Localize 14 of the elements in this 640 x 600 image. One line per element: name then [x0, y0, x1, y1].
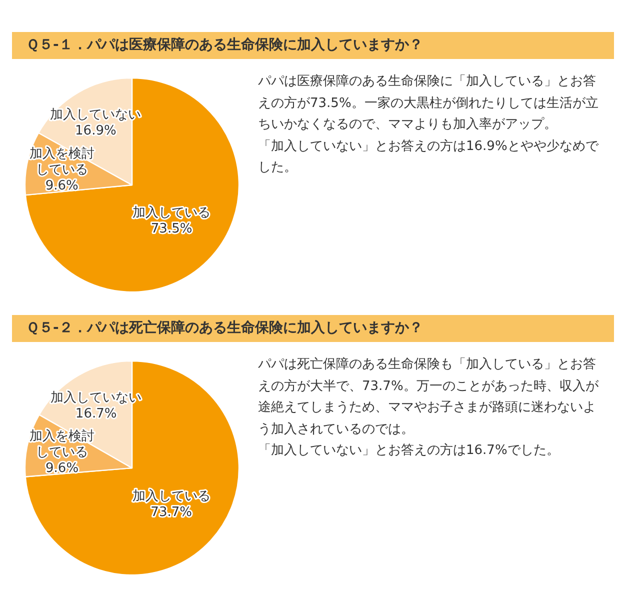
- data-label: 9.6%: [45, 178, 78, 194]
- data-label: 16.7%: [75, 406, 117, 422]
- text: 「加入していない」とお答えの方は16.9%とやや少なめでした。: [258, 138, 600, 178]
- data-label: 73.5%: [150, 222, 192, 237]
- slice-label: 加入している: [132, 488, 210, 504]
- data-label: 16.9%: [75, 124, 116, 139]
- slice-label: 加入している: [132, 206, 211, 221]
- data-label: 9.6%: [46, 460, 79, 476]
- text: 「加入していない」とお答えの方は16.7%でした。: [258, 442, 560, 460]
- chart-title: Ｑ５-１．パパは医療保障のある生命保険に加入していますか？: [12, 32, 614, 59]
- data-label: 73.7%: [150, 504, 192, 520]
- chart-title: Ｑ５-２．パパは死亡保障のある生命保険に加入していますか？: [12, 315, 614, 342]
- text: パパは医療保障のある生命保険に「加入している」とお答えの方が73.5%。一家の大黒柱が倒れたりしては生活が立ちいかなくなるので、ママよりも加入率がアップ。: [258, 73, 600, 134]
- text: パパは死亡保障のある生命保険も「加入している」とお答えの方が大半で、73.7%。万一のことがあった時、収入が途絶えてしまうため、ママやお子さまが路頭に迷わないよう加入されているのでは。: [258, 356, 600, 439]
